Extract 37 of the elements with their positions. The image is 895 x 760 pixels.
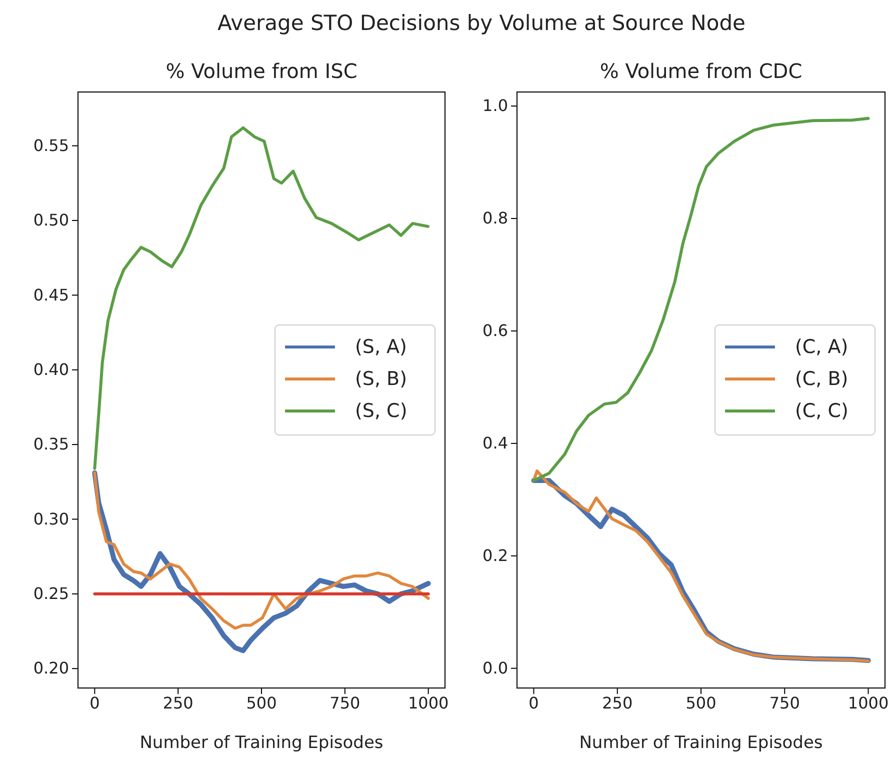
legend-label: (S, A) xyxy=(355,336,407,358)
y-tick-label: 0.50 xyxy=(33,210,69,230)
x-tick-label: 250 xyxy=(602,693,633,712)
x-tick-label: 1000 xyxy=(848,693,889,712)
x-tick-label: 750 xyxy=(330,693,360,712)
chart-title: % Volume from CDC xyxy=(600,59,802,83)
x-tick-label: 750 xyxy=(769,693,800,712)
y-tick-label: 0.45 xyxy=(33,285,69,304)
chart-title: % Volume from ISC xyxy=(166,59,358,83)
y-tick-label: 1.0 xyxy=(482,96,508,116)
x-tick-label: 1000 xyxy=(408,693,449,712)
x-tick-label: 0 xyxy=(90,693,100,712)
legend-label: (C, C) xyxy=(795,400,848,422)
y-tick-label: 0.30 xyxy=(33,509,69,528)
legend-label: (S, C) xyxy=(355,400,408,422)
y-tick-label: 0.55 xyxy=(33,136,69,155)
y-tick-label: 0.4 xyxy=(482,434,508,453)
y-tick-label: 0.35 xyxy=(33,434,69,454)
x-tick-label: 0 xyxy=(528,693,539,712)
y-tick-label: 0.2 xyxy=(482,546,508,565)
line-series xyxy=(93,126,430,470)
y-tick-label: 0.0 xyxy=(482,658,508,678)
legend-label: (S, B) xyxy=(355,368,407,390)
y-tick-label: 0.25 xyxy=(33,584,69,604)
legend-label: (C, A) xyxy=(795,336,848,358)
y-tick-label: 0.40 xyxy=(33,360,69,379)
y-tick-label: 0.6 xyxy=(482,321,508,340)
x-tick-label: 500 xyxy=(246,693,277,712)
x-tick-label: 250 xyxy=(162,693,194,712)
legend-label: (C, B) xyxy=(795,368,848,390)
y-tick-label: 0.8 xyxy=(482,208,508,228)
x-tick-label: 500 xyxy=(686,693,716,712)
line-series xyxy=(532,116,870,482)
x-axis-title: Number of Training Episodes xyxy=(579,733,823,753)
y-tick-label: 0.20 xyxy=(33,658,69,678)
x-axis-title: Number of Training Episodes xyxy=(140,733,384,753)
text: Average STO Decisions by Volume at Source Node xyxy=(218,11,746,35)
